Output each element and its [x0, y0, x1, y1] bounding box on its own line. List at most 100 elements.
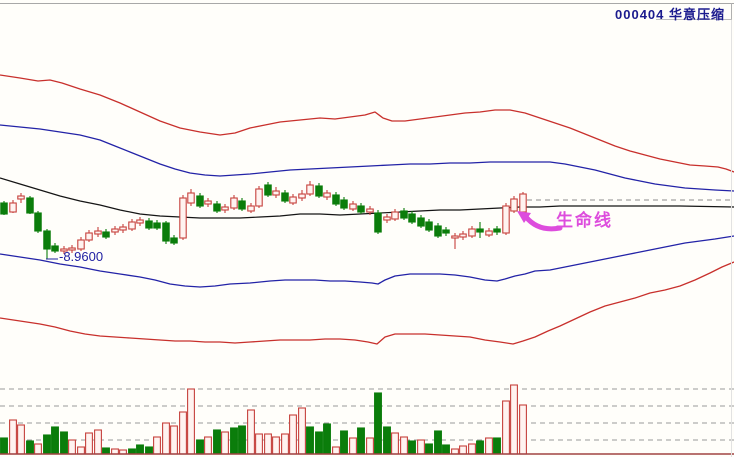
volume-bar — [255, 433, 263, 455]
title-underline — [656, 19, 732, 20]
candle-body — [162, 222, 170, 242]
lifeline-arrow-head — [517, 211, 531, 223]
candle-body — [85, 232, 93, 241]
candle-body — [238, 200, 246, 210]
volume-bar — [17, 424, 25, 455]
candle-body — [281, 192, 289, 202]
candle-body — [519, 193, 527, 213]
candle-body — [468, 228, 476, 237]
volume-bar — [187, 388, 195, 455]
volume-bar — [459, 445, 467, 455]
candle-body — [187, 192, 195, 204]
volume-bar — [153, 436, 161, 455]
candle-body — [111, 228, 119, 233]
volume-bar — [510, 384, 518, 455]
candle-body — [502, 205, 510, 234]
candle-body — [459, 233, 467, 238]
volume-bar — [357, 427, 365, 455]
volume-bar — [51, 426, 59, 455]
volume-bar — [502, 400, 510, 455]
volume-bar — [102, 447, 110, 455]
window-top-border — [0, 3, 734, 4]
volume-bar — [221, 431, 229, 455]
volume-bars-group — [0, 384, 527, 455]
volume-bar — [43, 434, 51, 455]
candle-body — [247, 205, 255, 212]
volume-bar — [417, 439, 425, 455]
candle-body — [170, 237, 178, 244]
candle-body — [196, 195, 204, 207]
lifeline-annotation: 生命线 — [556, 211, 613, 230]
volume-bar — [264, 433, 272, 455]
volume-bar — [230, 427, 238, 455]
candle-body — [340, 199, 348, 209]
candle-body — [442, 229, 450, 234]
volume-bar — [213, 429, 221, 455]
volume-bar — [136, 444, 144, 455]
candle-body — [179, 197, 187, 239]
volume-bar — [332, 446, 340, 455]
volume-bar — [272, 436, 280, 455]
candle-body — [34, 212, 42, 232]
volume-bar — [94, 429, 102, 455]
volume-bar — [383, 426, 391, 455]
candle-body — [102, 231, 110, 238]
volume-bar — [34, 443, 42, 455]
volume-bar — [400, 436, 408, 455]
volume-bar — [442, 444, 450, 455]
volume-bar — [434, 430, 442, 455]
volume-bar — [493, 437, 501, 455]
candle-body — [374, 212, 382, 233]
lifeline-arrow-shaft — [523, 214, 563, 232]
candle-body — [400, 210, 408, 219]
lifeline-black-line — [0, 177, 734, 219]
candle-body — [43, 230, 51, 250]
candle-body — [493, 228, 501, 233]
volume-bar — [349, 437, 357, 455]
volume-bar — [60, 431, 68, 455]
upper-blue-band-line — [0, 124, 734, 192]
candle-body — [357, 205, 365, 213]
volume-bar — [408, 440, 416, 455]
candle-body — [298, 193, 306, 199]
volume-bar — [391, 432, 399, 455]
candle-body — [60, 248, 68, 252]
volume-bar — [519, 404, 527, 455]
candle-body — [204, 200, 212, 205]
window-right-border — [731, 3, 732, 457]
candle-body — [0, 202, 8, 215]
candle-body — [306, 184, 314, 195]
candle-body — [332, 194, 340, 205]
volume-bar — [289, 414, 297, 455]
candle-body — [289, 196, 297, 204]
volume-bar — [179, 411, 187, 455]
volume-bar — [26, 440, 34, 455]
volume-bar — [162, 422, 170, 455]
candle-body — [9, 202, 17, 213]
volume-grid-group — [0, 388, 734, 441]
candle-body — [425, 221, 433, 231]
volume-bar — [340, 430, 348, 455]
candle-body — [476, 228, 484, 233]
candle-body — [153, 222, 161, 229]
bands-group — [0, 74, 734, 345]
stock-title: 000404 华意压缩 — [615, 7, 725, 22]
candle-body — [315, 185, 323, 197]
candle-body — [136, 219, 144, 224]
volume-bar — [170, 425, 178, 455]
candle-body — [230, 197, 238, 209]
candle-body — [94, 230, 102, 235]
title-frame-edge — [731, 3, 732, 19]
candle-body — [51, 245, 59, 252]
volume-bar — [68, 439, 76, 455]
volume-bar — [374, 392, 382, 455]
volume-bar — [476, 440, 484, 455]
candle-body — [366, 208, 374, 213]
candle-body — [510, 198, 518, 212]
upper-red-band-line — [0, 74, 734, 173]
volume-bar — [204, 436, 212, 455]
volume-bar — [85, 432, 93, 455]
volume-bar — [306, 426, 314, 455]
volume-bar — [238, 425, 246, 455]
